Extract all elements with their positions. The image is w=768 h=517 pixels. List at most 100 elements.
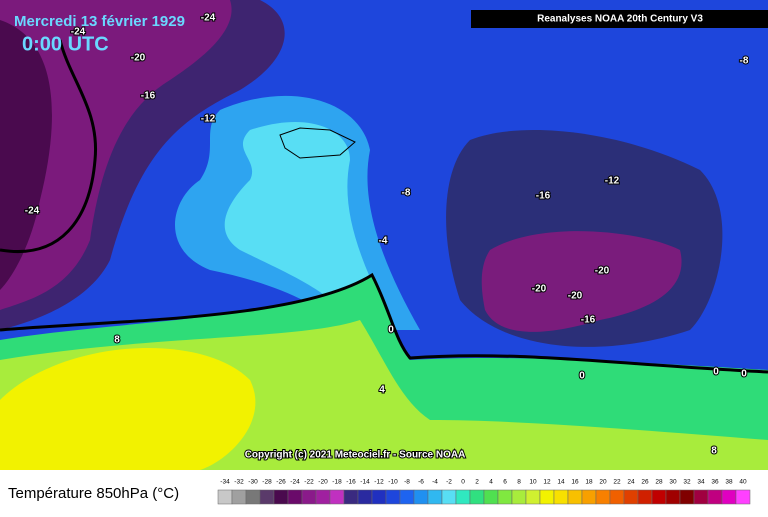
date-title: Mercredi 13 février 1929 — [14, 13, 185, 30]
legend-tick: 22 — [613, 479, 621, 486]
legend-tick: -2 — [446, 479, 452, 486]
legend-swatch — [455, 489, 471, 505]
legend-swatch — [385, 489, 401, 505]
legend-swatch — [315, 489, 331, 505]
legend-swatch — [301, 489, 317, 505]
legend-tick: 26 — [641, 479, 649, 486]
contour-label: 0 — [388, 325, 394, 336]
legend-title: Température 850hPa (°C) — [8, 485, 179, 502]
source-text: Reanalyses NOAA 20th Century V3 — [537, 14, 703, 25]
legend-swatch — [679, 489, 695, 505]
iceland-outline — [279, 127, 356, 159]
arctic-deep — [0, 20, 52, 290]
legend-swatch — [399, 489, 415, 505]
legend-swatch — [539, 489, 555, 505]
legend-swatch — [721, 489, 737, 505]
legend-tick: -20 — [318, 479, 328, 486]
contour-label: 0 — [713, 367, 719, 378]
legend-tick: -8 — [404, 479, 410, 486]
legend-tick: -6 — [418, 479, 424, 486]
legend-swatch — [511, 489, 527, 505]
legend-swatch — [427, 489, 443, 505]
legend-tick: 36 — [711, 479, 719, 486]
contour-label: -24 — [201, 13, 216, 24]
contour-label: -16 — [581, 315, 596, 326]
legend-tick: -32 — [234, 479, 244, 486]
legend-swatch — [553, 489, 569, 505]
legend-tick: 20 — [599, 479, 607, 486]
legend-swatch — [623, 489, 639, 505]
legend-swatch — [581, 489, 597, 505]
time-title: 0:00 UTC — [22, 33, 109, 55]
legend-tick: 14 — [557, 479, 565, 486]
legend-tick: 2 — [475, 479, 479, 486]
contour-label: 0 — [741, 369, 747, 380]
contour-label: -8 — [740, 56, 749, 67]
legend-swatch — [231, 489, 247, 505]
legend-swatch — [287, 489, 303, 505]
legend-swatch — [497, 489, 513, 505]
contour-label: -16 — [141, 91, 156, 102]
legend-swatch — [735, 489, 751, 505]
legend-tick: 4 — [489, 479, 493, 486]
legend-swatch — [693, 489, 709, 505]
legend-tick: -12 — [374, 479, 384, 486]
zero-isotherm — [0, 272, 768, 374]
contour-label: -20 — [131, 53, 146, 64]
arctic-core — [0, 0, 232, 310]
contour-label: -24 — [71, 27, 86, 38]
legend-swatch — [651, 489, 667, 505]
legend-swatch — [245, 489, 261, 505]
legend-tick: -24 — [290, 479, 300, 486]
legend-swatch — [665, 489, 681, 505]
legend-tick: -30 — [248, 479, 258, 486]
contour-label: -20 — [595, 266, 610, 277]
legend-tick: -26 — [276, 479, 286, 486]
legend-swatch — [707, 489, 723, 505]
minus-twenty-isotherm — [0, 39, 98, 253]
contour-label: -20 — [532, 284, 547, 295]
legend-swatch — [329, 489, 345, 505]
legend-tick: 10 — [529, 479, 537, 486]
legend-tick: 6 — [503, 479, 507, 486]
contour-label: 8 — [114, 335, 120, 346]
legend-swatch — [469, 489, 485, 505]
cold-core — [481, 231, 682, 332]
contour-label: -8 — [402, 188, 411, 199]
legend-tick: -10 — [388, 479, 398, 486]
legend-tick: 12 — [543, 479, 551, 486]
source-banner — [471, 10, 768, 28]
legend-tick: 28 — [655, 479, 663, 486]
legend-swatch — [259, 489, 275, 505]
legend-tick: 32 — [683, 479, 691, 486]
contour-label: -12 — [201, 114, 216, 125]
contour-label: -16 — [536, 191, 551, 202]
legend-swatch — [357, 489, 373, 505]
contour-label: 0 — [579, 371, 585, 382]
contour-label: -20 — [568, 291, 583, 302]
legend-swatch — [609, 489, 625, 505]
legend-tick: 38 — [725, 479, 733, 486]
contour-label: -24 — [25, 206, 40, 217]
legend-swatch — [483, 489, 499, 505]
legend-tick: 30 — [669, 479, 677, 486]
contour-label: -4 — [379, 236, 388, 247]
legend-tick: 40 — [739, 479, 747, 486]
mild-core — [224, 121, 390, 320]
legend-tick: -18 — [332, 479, 342, 486]
legend-swatch — [371, 489, 387, 505]
contour-label: 4 — [379, 385, 385, 396]
legend-tick: -28 — [262, 479, 272, 486]
legend-tick: -22 — [304, 479, 314, 486]
legend-tick: -16 — [346, 479, 356, 486]
legend-swatch — [273, 489, 289, 505]
contour-label: -12 — [605, 176, 620, 187]
legend-swatch — [637, 489, 653, 505]
legend-swatch — [525, 489, 541, 505]
legend-swatch — [217, 489, 233, 505]
warm-core — [0, 347, 256, 470]
legend-swatch — [413, 489, 429, 505]
legend-tick: 16 — [571, 479, 579, 486]
